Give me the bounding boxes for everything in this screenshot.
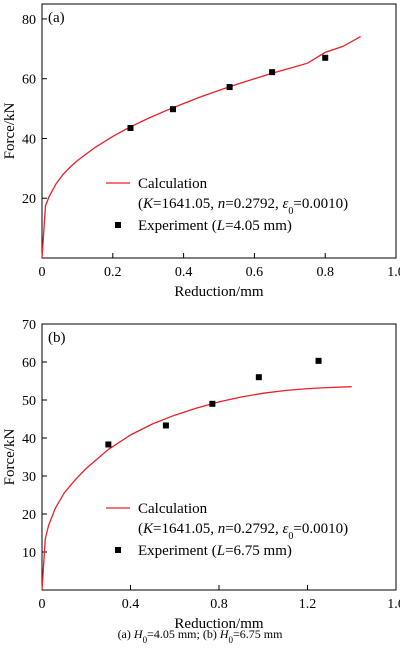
legend-calculation-params: (K=1641.05, n=0.2792, ε0=0.0010)	[138, 196, 348, 217]
legend-experiment-swatch	[115, 222, 121, 228]
x-axis-label: Reduction/mm	[174, 284, 263, 300]
x-tick-label: 0.2	[104, 265, 122, 280]
legend-experiment-label: Experiment (L=6.75 mm)	[138, 543, 292, 559]
x-tick-label: 1.6	[387, 597, 400, 612]
y-tick-label: 40	[22, 432, 36, 447]
x-tick-label: 1.2	[299, 597, 317, 612]
experiment-point	[209, 400, 216, 407]
y-tick-label: 30	[22, 470, 36, 485]
y-tick-label: 60	[22, 356, 36, 371]
experiment-point	[162, 422, 169, 429]
calculation-curve	[41, 36, 361, 259]
figure-caption: (a) H0=4.05 mm; (b) H0=6.75 mm	[118, 627, 284, 645]
experiment-point	[269, 69, 276, 76]
x-tick-label: 0	[39, 265, 46, 280]
legend-calculation-label: Calculation	[138, 501, 208, 517]
calculation-curve	[41, 386, 352, 591]
legend-experiment-label: Experiment (L=4.05 mm)	[138, 218, 292, 234]
experiment-point	[322, 54, 329, 61]
y-axis-label: Force/kN	[2, 429, 18, 486]
legend: Calculation (K=1641.05, n=0.2792, ε0=0.00…	[106, 501, 348, 559]
experiment-point	[169, 106, 176, 113]
y-tick-label: 10	[22, 546, 36, 561]
legend: Calculation (K=1641.05, n=0.2792, ε0=0.00…	[106, 176, 348, 234]
y-tick-label: 60	[22, 73, 36, 88]
experiment-point	[127, 125, 134, 132]
y-tick-label: 50	[22, 394, 36, 409]
y-tick-label: 20	[22, 508, 36, 523]
y-tick-label: 80	[22, 13, 36, 28]
legend-calculation-params: (K=1641.05, n=0.2792, ε0=0.0010)	[138, 521, 348, 542]
chart-panel-a: 0 0.2 0.4 0.6 0.8 1.0 20 40 60 80 Reduction/mm Forc…	[2, 3, 400, 300]
x-tick-label: 0.6	[246, 265, 264, 280]
experiment-point	[315, 357, 322, 364]
chart-panel-b: 0 0.4 0.8 1.2 1.6 10 20 30 40 50 60 70 Reduction/mm F…	[2, 318, 400, 632]
x-tick-label: 0.4	[175, 265, 193, 280]
y-tick-label: 70	[22, 318, 36, 333]
y-tick-label: 40	[22, 132, 36, 147]
experiment-point	[105, 441, 112, 448]
y-tick-label: 20	[22, 192, 36, 207]
legend-experiment-swatch	[115, 547, 121, 553]
x-tick-label: 0	[39, 597, 46, 612]
x-tick-label: 0.8	[210, 597, 228, 612]
legend-calculation-label: Calculation	[138, 176, 208, 192]
panel-label: (b)	[48, 330, 66, 346]
experiment-point	[255, 374, 262, 381]
plot-frame	[41, 3, 397, 259]
x-tick-label: 0.8	[316, 265, 334, 280]
x-tick-label: 1.0	[387, 265, 400, 280]
y-axis-label: Force/kN	[2, 103, 18, 160]
x-tick-label: 0.4	[122, 597, 140, 612]
experiment-point	[226, 84, 233, 91]
x-axis-label: Reduction/mm	[174, 616, 263, 632]
panel-label: (a)	[48, 10, 65, 26]
